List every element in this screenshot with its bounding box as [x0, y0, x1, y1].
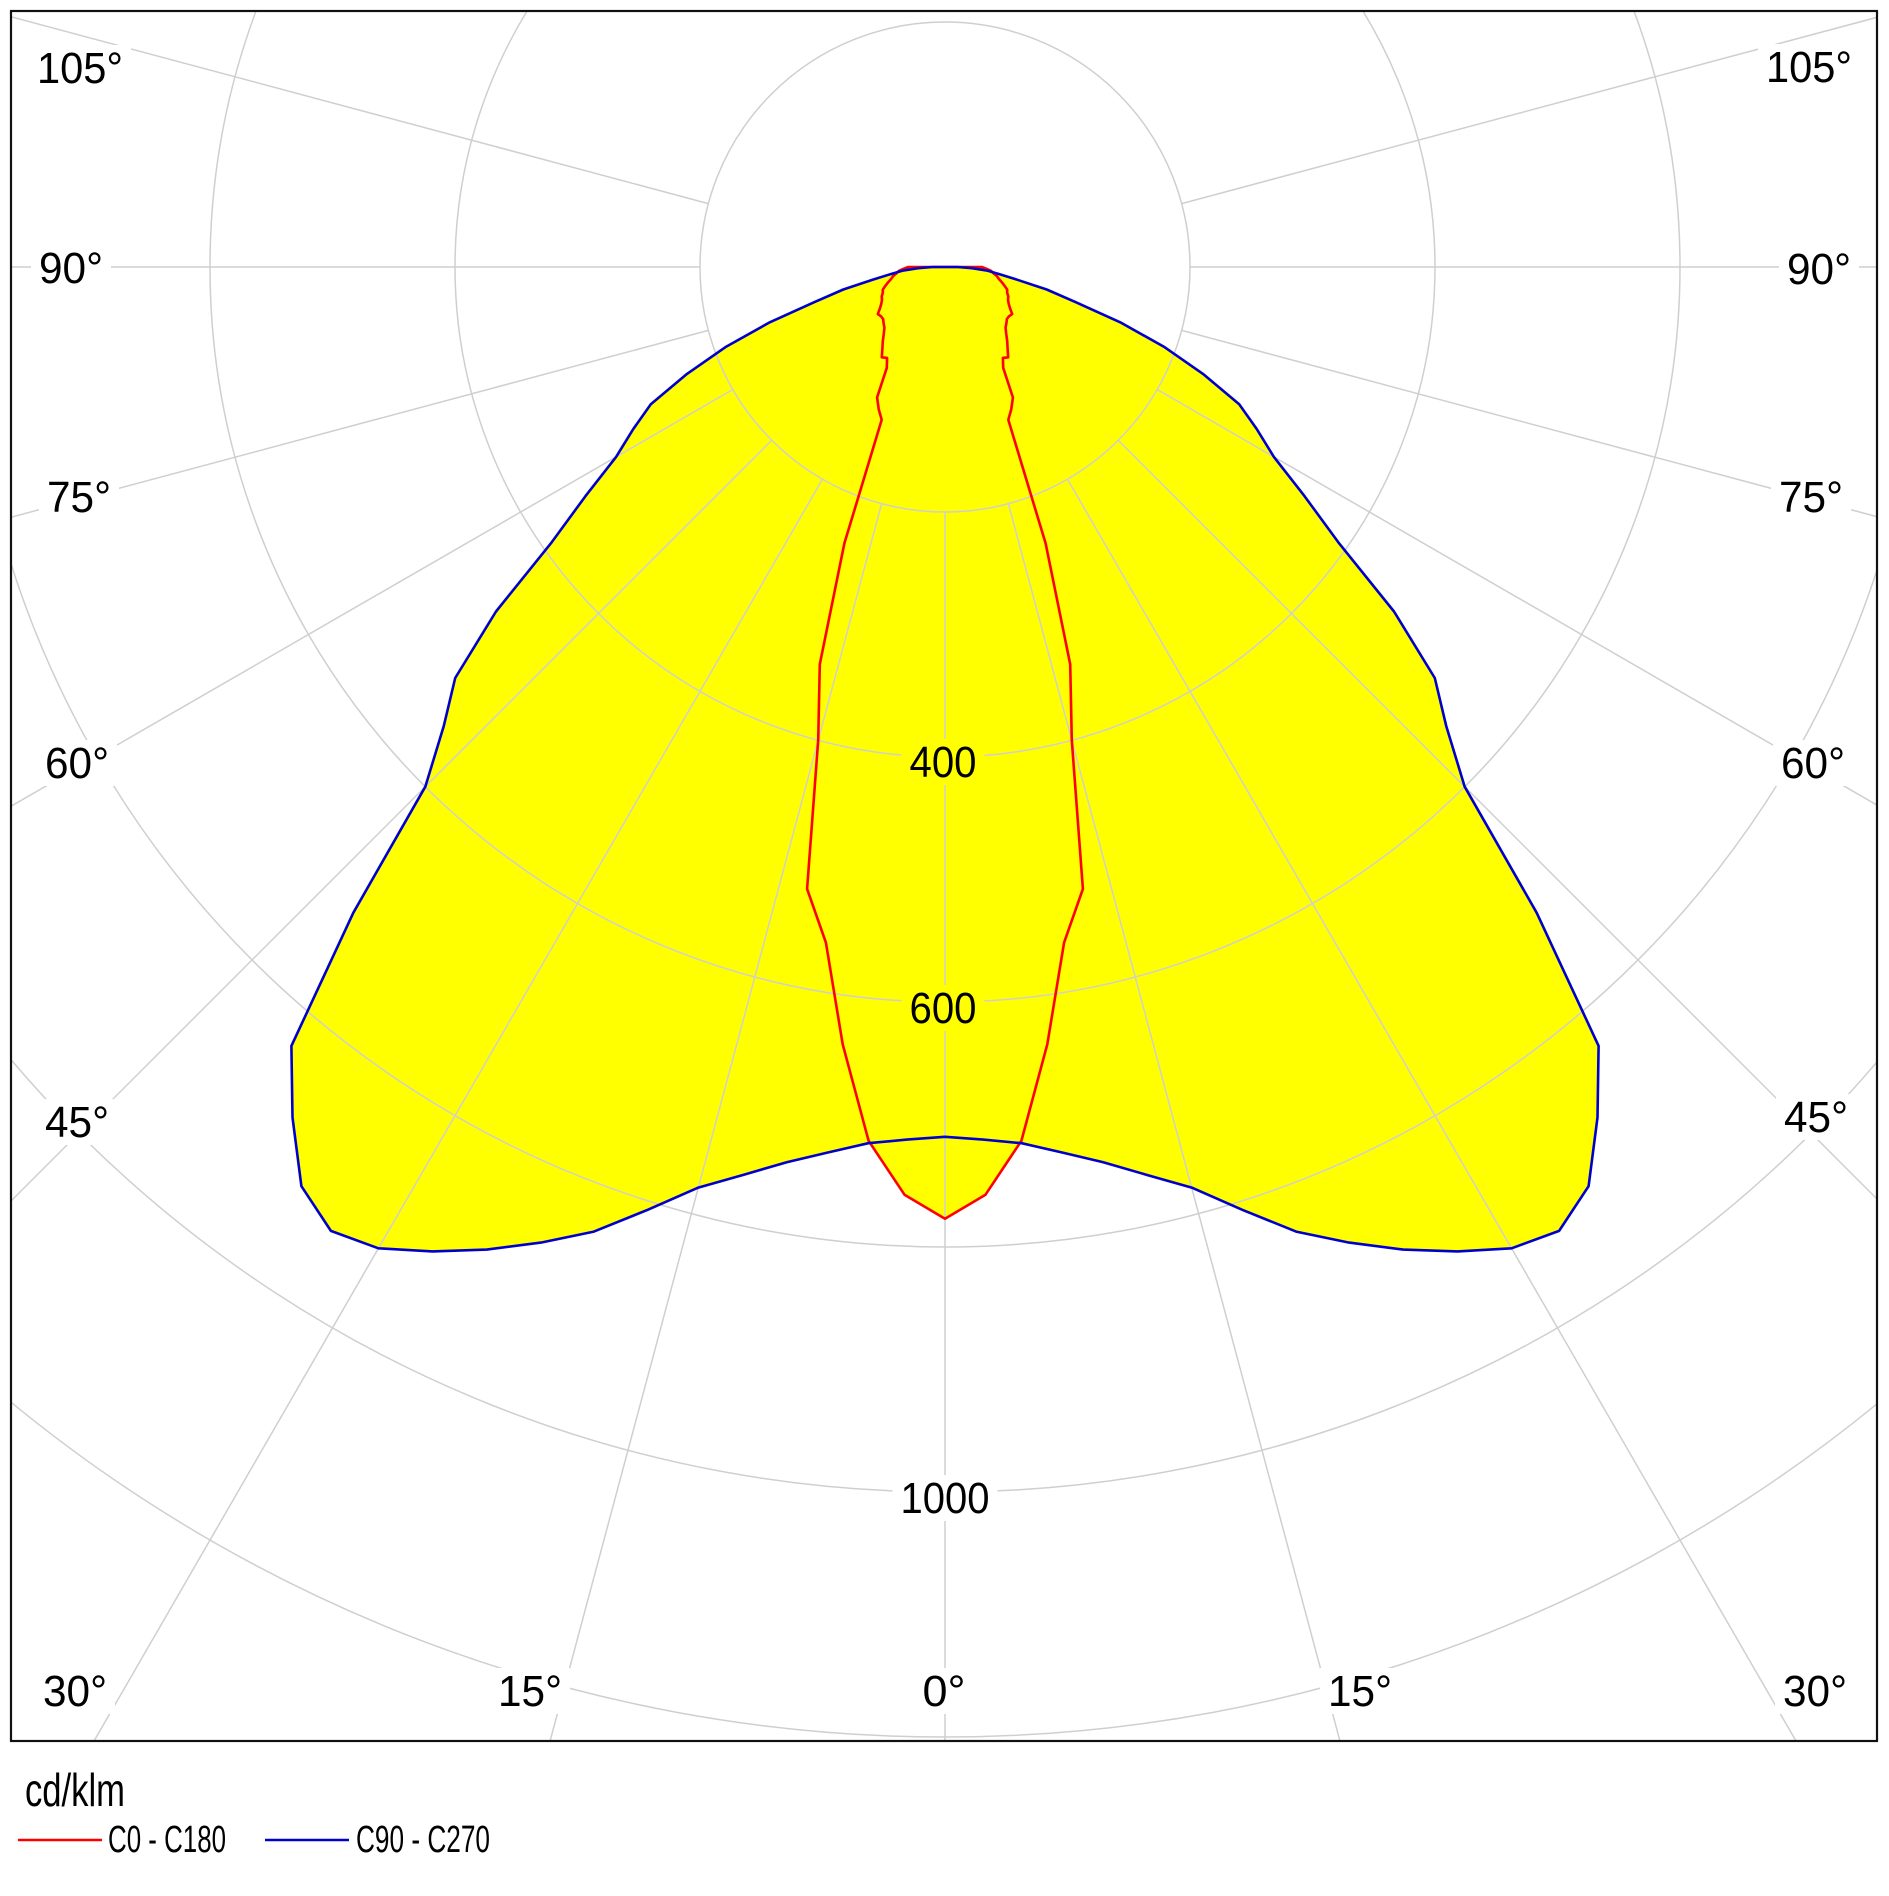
- angle-label-13-bg: [1320, 1668, 1400, 1714]
- ring-value-label-1000-bg: [892, 1475, 998, 1521]
- c0-c180-curve: [805, 265, 1085, 1221]
- angle-label-0: 105°: [37, 44, 123, 93]
- angle-label-1-bg: [31, 245, 111, 291]
- legend-label-c0-c180: C0 - C180: [108, 1819, 226, 1861]
- grid-ray-right-30: [1066, 478, 1797, 1741]
- angle-label-5-bg: [1758, 44, 1860, 90]
- distribution-curves: [290, 265, 1600, 1253]
- angle-label-11-bg: [490, 1668, 570, 1714]
- grid-ray-right-75: [1181, 329, 1877, 518]
- grid-ray-left-60: [11, 388, 734, 808]
- grid-ray-left-105: [11, 15, 709, 205]
- angle-label-14: 30°: [1783, 1667, 1847, 1716]
- angle-label-13: 15°: [1328, 1667, 1392, 1716]
- angle-label-0-bg: [29, 45, 131, 91]
- grid-ray-left-45: [11, 439, 773, 1203]
- ring-value-label-400-bg: [901, 739, 985, 785]
- angle-label-6: 90°: [1787, 245, 1851, 294]
- angle-label-7: 75°: [1779, 473, 1843, 522]
- grid-ray-left-75: [11, 329, 709, 519]
- grid-ray-right-60: [1156, 388, 1877, 806]
- angle-label-8: 60°: [1781, 739, 1845, 788]
- angle-label-12-bg: [914, 1668, 974, 1714]
- angle-label-1: 90°: [39, 244, 103, 293]
- ring-value-label-400: 400: [910, 738, 977, 787]
- angle-label-6-bg: [1779, 246, 1859, 292]
- grid-ray-left-30: [93, 478, 824, 1741]
- angle-label-7-bg: [1771, 474, 1851, 520]
- angle-label-8-bg: [1773, 740, 1853, 786]
- grid-ray-left-15: [549, 503, 883, 1741]
- grid-ray-right-45: [1117, 439, 1877, 1201]
- angle-label-3: 60°: [45, 739, 109, 788]
- angle-label-5: 105°: [1766, 43, 1852, 92]
- legend-label-c90-c270: C90 - C270: [356, 1819, 490, 1861]
- angle-label-14-bg: [1775, 1668, 1855, 1714]
- angle-label-10-bg: [35, 1668, 115, 1714]
- legend: cd/klm C0 - C180 C90 - C270: [18, 1764, 490, 1861]
- legend-unit-label: cd/klm: [25, 1764, 125, 1816]
- ring-value-label-600-bg: [901, 985, 985, 1031]
- angle-label-9: 45°: [1784, 1093, 1848, 1142]
- ring-value-label-600: 600: [910, 984, 977, 1033]
- ring-value-label-1000: 1000: [901, 1474, 990, 1523]
- angle-label-10: 30°: [43, 1667, 107, 1716]
- axis-labels: 400 600 1000 105° 90° 75° 60° 45° 105° 90° 75° 60° 4…: [29, 43, 1860, 1716]
- grid-ray-right-105: [1181, 16, 1877, 205]
- angle-label-3-bg: [37, 740, 117, 786]
- chart-border: [9, 9, 1879, 1743]
- angle-label-12: 0°: [923, 1667, 966, 1716]
- c90-c270-curve: [290, 265, 1600, 1253]
- angle-label-2: 75°: [47, 473, 111, 522]
- angle-label-2-bg: [39, 474, 119, 520]
- angle-label-4-bg: [37, 1099, 117, 1145]
- angle-label-11: 15°: [498, 1667, 562, 1716]
- angle-label-4: 45°: [45, 1098, 109, 1147]
- grid-ray-right-15: [1007, 503, 1341, 1741]
- angle-label-9-bg: [1776, 1094, 1856, 1140]
